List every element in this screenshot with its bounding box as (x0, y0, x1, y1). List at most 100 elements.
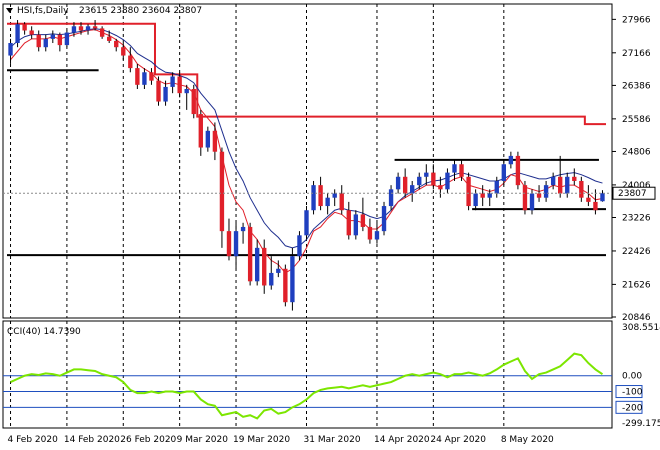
candle[interactable] (269, 256, 274, 290)
candle[interactable] (22, 22, 27, 35)
candle[interactable] (550, 172, 556, 190)
candle[interactable] (135, 63, 140, 90)
cci-line (10, 352, 604, 420)
candle[interactable] (600, 190, 605, 202)
candle[interactable] (410, 180, 415, 202)
price-panel[interactable]: 27966 27166 26386 25586 24806 24006 23226 22426… (2, 3, 656, 323)
candle[interactable] (494, 176, 499, 198)
price-tick-label: 23226 (622, 214, 651, 224)
candle[interactable] (522, 180, 528, 215)
candle[interactable] (177, 72, 182, 98)
candle[interactable] (572, 168, 577, 186)
candle[interactable] (586, 185, 591, 207)
candle[interactable] (367, 218, 373, 244)
candle[interactable] (29, 26, 34, 39)
candle[interactable] (332, 189, 337, 207)
candle[interactable] (36, 30, 41, 52)
candle[interactable] (311, 180, 316, 215)
candle[interactable] (121, 43, 126, 60)
candle[interactable] (424, 164, 429, 186)
candle[interactable] (128, 47, 133, 73)
candle-body (262, 247, 267, 286)
candle-body (311, 185, 316, 211)
candle[interactable] (290, 247, 295, 311)
candle[interactable] (184, 84, 189, 110)
candle[interactable] (360, 197, 366, 232)
candle[interactable] (92, 20, 98, 31)
candle[interactable] (276, 260, 281, 278)
candle-body (600, 193, 605, 202)
candle[interactable] (142, 68, 147, 90)
triangle-down-icon[interactable] (6, 8, 13, 13)
candle[interactable] (558, 155, 563, 198)
candle[interactable] (283, 264, 288, 307)
candle[interactable] (579, 176, 584, 202)
candle[interactable] (374, 222, 380, 244)
cci-panel[interactable]: 308.5514 0.00 -100 -200 -299.1750 (2, 320, 660, 429)
candle-body (85, 26, 91, 31)
candle[interactable] (50, 30, 55, 44)
candle[interactable] (515, 151, 521, 190)
candle[interactable] (459, 160, 464, 181)
candle[interactable] (106, 30, 112, 44)
candle[interactable] (395, 172, 401, 194)
candle[interactable] (8, 38, 13, 64)
symbol-label: HSI,fs,Daily (17, 6, 69, 16)
candle[interactable] (205, 126, 211, 152)
candle[interactable] (339, 185, 344, 215)
candle[interactable] (346, 201, 351, 240)
candle[interactable] (353, 210, 359, 240)
candle[interactable] (480, 185, 485, 207)
candle[interactable] (149, 68, 154, 85)
candle-body (276, 268, 281, 273)
candle[interactable] (431, 164, 436, 190)
candle[interactable] (262, 239, 267, 294)
candle[interactable] (247, 222, 253, 286)
candle[interactable] (85, 24, 91, 35)
candle[interactable] (487, 189, 492, 207)
candle[interactable] (445, 168, 450, 194)
candle[interactable] (388, 185, 394, 211)
candle[interactable] (198, 109, 203, 156)
candle-body (466, 176, 471, 207)
candle-body (529, 193, 535, 211)
candle[interactable] (99, 26, 105, 39)
candle[interactable] (64, 30, 70, 48)
candle[interactable] (452, 160, 457, 181)
candle[interactable] (240, 222, 246, 244)
candle[interactable] (212, 122, 218, 161)
candle-body (558, 176, 563, 194)
candle[interactable] (297, 231, 302, 261)
candle[interactable] (417, 172, 422, 190)
candle[interactable] (254, 239, 260, 286)
candle[interactable] (163, 80, 168, 106)
candle[interactable] (191, 84, 196, 119)
candle[interactable] (473, 189, 478, 211)
candle[interactable] (565, 172, 570, 198)
current-price-box (612, 186, 656, 200)
candle[interactable] (508, 151, 514, 169)
candle[interactable] (57, 32, 63, 52)
candle[interactable] (438, 176, 443, 198)
candle-body (106, 36, 112, 41)
date-tick-label: 14 Apr 2020 (374, 435, 430, 445)
candle[interactable] (170, 72, 175, 94)
candle[interactable] (78, 22, 84, 35)
candle[interactable] (15, 20, 20, 48)
candle[interactable] (466, 172, 471, 211)
candle[interactable] (543, 180, 549, 202)
candle-body (50, 34, 55, 39)
candle[interactable] (43, 34, 48, 52)
candle[interactable] (233, 222, 239, 269)
candle[interactable] (114, 38, 119, 52)
candle[interactable] (226, 218, 232, 261)
candle[interactable] (501, 160, 507, 186)
candle[interactable] (381, 201, 387, 236)
candle[interactable] (304, 206, 309, 240)
candle[interactable] (402, 168, 408, 198)
candle[interactable] (71, 22, 77, 37)
candle[interactable] (219, 147, 225, 248)
candle[interactable] (156, 76, 161, 106)
candle[interactable] (325, 193, 330, 215)
